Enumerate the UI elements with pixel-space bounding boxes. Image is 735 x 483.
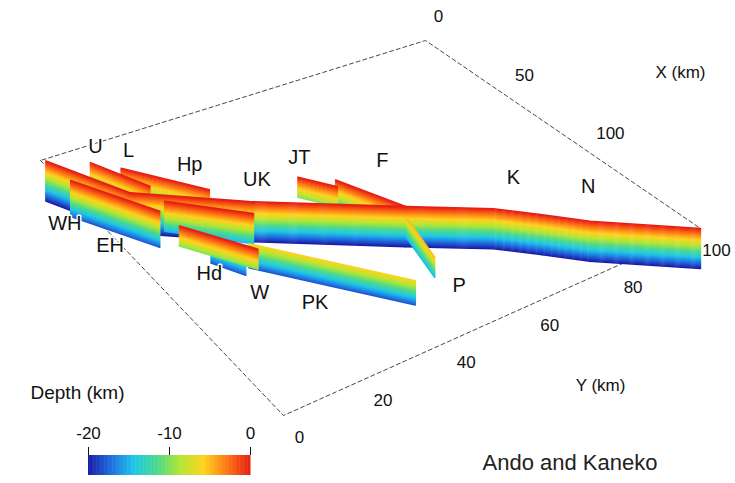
svg-text:K: K [507, 166, 521, 188]
svg-text:50: 50 [515, 66, 534, 85]
svg-text:W: W [250, 281, 269, 303]
svg-text:0: 0 [246, 424, 255, 443]
svg-text:P: P [453, 274, 466, 296]
svg-text:100: 100 [596, 124, 624, 143]
svg-text:PK: PK [302, 291, 329, 313]
svg-text:0: 0 [434, 7, 443, 26]
svg-text:EH: EH [96, 234, 124, 256]
svg-text:Y (km): Y (km) [576, 376, 626, 395]
svg-text:WH: WH [48, 212, 81, 234]
svg-text:60: 60 [540, 316, 559, 335]
svg-text:40: 40 [457, 353, 476, 372]
svg-text:100: 100 [702, 241, 730, 260]
svg-text:Hp: Hp [177, 153, 203, 175]
svg-text:-20: -20 [76, 424, 101, 443]
svg-text:0: 0 [295, 428, 304, 447]
svg-text:-10: -10 [157, 424, 182, 443]
svg-text:JT: JT [288, 146, 310, 168]
svg-text:Hd: Hd [197, 262, 223, 284]
svg-text:Depth (km): Depth (km) [31, 382, 125, 403]
svg-text:F: F [376, 149, 388, 171]
svg-text:Ando and Kaneko: Ando and Kaneko [483, 450, 658, 475]
svg-text:UK: UK [243, 168, 271, 190]
svg-text:X (km): X (km) [655, 63, 705, 82]
svg-text:N: N [581, 175, 595, 197]
svg-text:80: 80 [624, 278, 643, 297]
svg-text:20: 20 [373, 391, 392, 410]
svg-text:U: U [88, 135, 102, 157]
svg-text:L: L [123, 139, 134, 161]
